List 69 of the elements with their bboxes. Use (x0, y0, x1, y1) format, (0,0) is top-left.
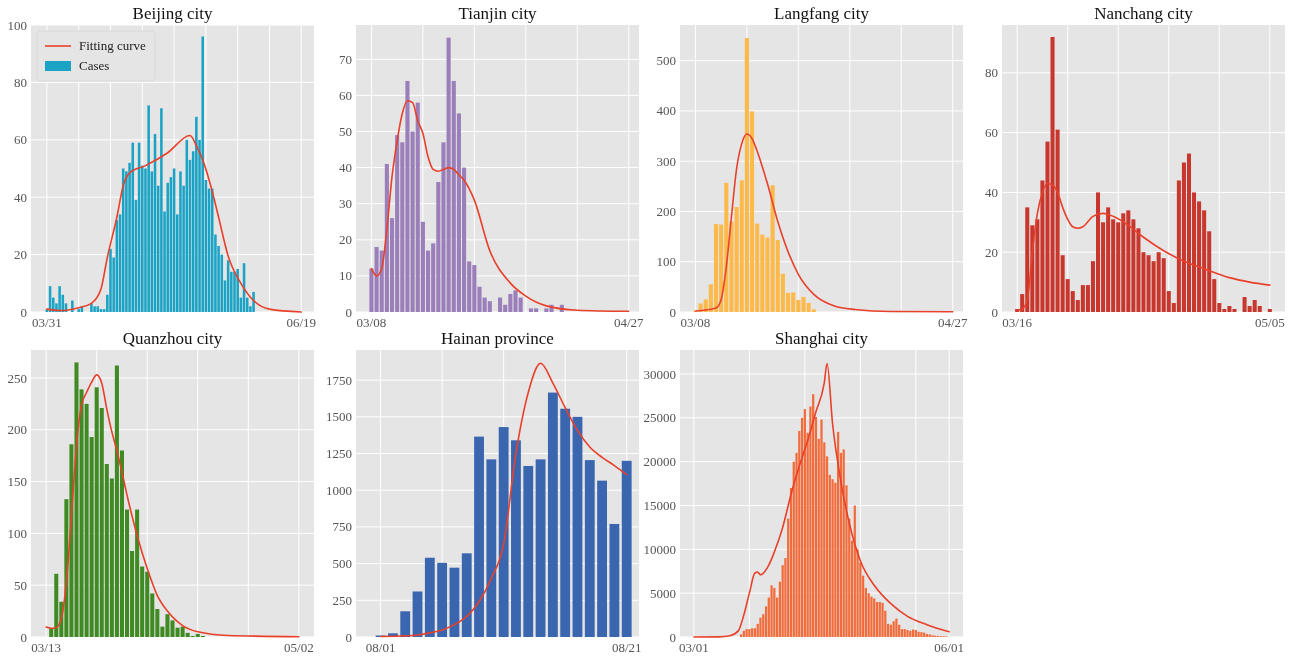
chart-title: Nanchang city (1094, 4, 1194, 23)
y-tick-label: 20 (985, 244, 998, 260)
y-tick-label: 10000 (643, 541, 676, 557)
y-tick-label: 50 (339, 124, 352, 140)
y-tick-label: 100 (656, 254, 676, 270)
chart-title: Beijing city (132, 4, 213, 23)
y-tick-label: 100 (7, 525, 27, 541)
y-tick-label: 0 (669, 629, 676, 645)
chart-title: Hainan province (441, 329, 554, 348)
y-tick-label: 25000 (643, 410, 676, 426)
x-tick-label: 08/01 (365, 640, 396, 655)
y-tick-label: 150 (7, 474, 27, 490)
y-tick-label: 250 (332, 592, 352, 608)
y-tick-label: 250 (7, 370, 27, 386)
x-tick-label: 03/08 (356, 315, 387, 330)
y-tick-label: 80 (14, 74, 27, 90)
y-tick-label: 1000 (326, 482, 352, 498)
x-tick-label: 04/27 (937, 315, 969, 330)
y-tick-label: 10 (339, 268, 352, 284)
x-tick-label: 03/01 (679, 640, 709, 655)
y-tick-label: 100 (7, 17, 27, 33)
y-tick-label: 750 (332, 519, 352, 535)
x-tick-label: 03/13 (31, 640, 61, 655)
y-tick-label: 60 (339, 87, 352, 103)
y-tick-label: 5000 (650, 585, 676, 601)
x-tick-label: 08/21 (611, 640, 642, 655)
x-tick-label: 06/01 (934, 640, 964, 655)
y-tick-label: 40 (339, 160, 352, 176)
y-tick-label: 0 (669, 304, 676, 320)
y-tick-label: 500 (332, 556, 352, 572)
x-tick-label: 03/16 (1002, 315, 1033, 330)
x-tick-label: 03/31 (32, 315, 62, 330)
x-tick-label: 05/05 (1255, 315, 1285, 330)
chart-title: Langfang city (774, 4, 870, 23)
y-tick-label: 70 (339, 51, 352, 67)
y-tick-label: 0 (20, 629, 27, 645)
y-tick-label: 500 (656, 53, 676, 69)
y-tick-label: 1750 (326, 372, 352, 388)
y-tick-label: 0 (345, 304, 352, 320)
y-tick-label: 300 (656, 153, 676, 169)
y-tick-label: 1500 (326, 409, 352, 425)
chart-title: Shanghai city (774, 329, 869, 348)
y-tick-label: 40 (14, 189, 27, 205)
x-tick-label: 03/08 (680, 315, 711, 330)
y-tick-label: 40 (985, 184, 998, 200)
y-tick-label: 200 (7, 422, 27, 438)
y-tick-label: 30 (339, 196, 352, 212)
y-tick-label: 0 (991, 304, 998, 320)
y-tick-label: 50 (14, 577, 27, 593)
chart-title: Tianjin city (458, 4, 538, 23)
y-tick-label: 20 (14, 247, 27, 263)
y-tick-label: 0 (20, 304, 27, 320)
y-tick-label: 15000 (643, 498, 676, 514)
y-tick-label: 60 (985, 125, 998, 141)
x-tick-label: 04/27 (613, 315, 645, 330)
chart-title: Quanzhou city (122, 329, 223, 348)
y-tick-label: 400 (656, 103, 676, 119)
y-tick-label: 20 (339, 232, 352, 248)
x-tick-label: 05/02 (284, 640, 314, 655)
y-tick-label: 1250 (326, 446, 352, 462)
x-tick-label: 06/19 (286, 315, 317, 330)
y-tick-label: 80 (985, 65, 998, 81)
y-tick-label: 0 (345, 629, 352, 645)
y-tick-label: 60 (14, 132, 27, 148)
legend-label: Fitting curve (79, 38, 147, 53)
y-tick-label: 20000 (643, 454, 676, 470)
y-tick-label: 200 (656, 204, 676, 220)
legend-label: Cases (79, 58, 110, 73)
y-tick-label: 30000 (643, 366, 676, 382)
